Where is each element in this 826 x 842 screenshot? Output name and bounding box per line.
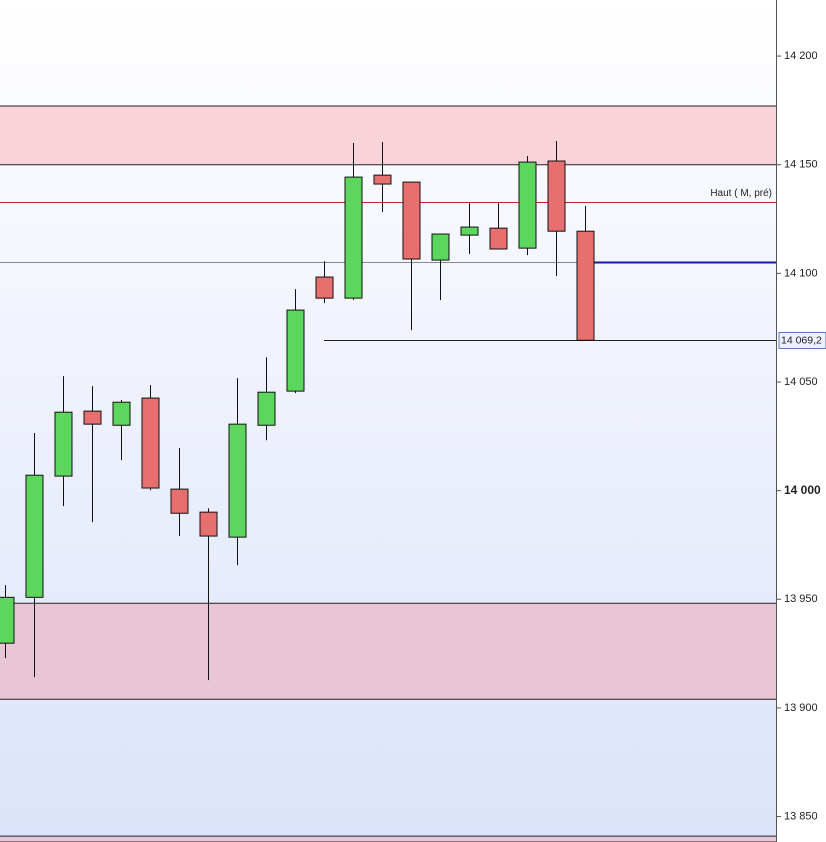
zone bbox=[0, 836, 776, 842]
candle-body bbox=[489, 227, 508, 250]
y-tick-label: 13 950 bbox=[784, 593, 818, 605]
candle-body bbox=[83, 410, 102, 425]
candle-body bbox=[518, 161, 537, 249]
zone bbox=[0, 603, 776, 700]
candle-body bbox=[431, 233, 450, 261]
y-tick-label: 13 850 bbox=[784, 810, 818, 822]
candle-body bbox=[170, 488, 189, 514]
last-price-box bbox=[778, 332, 826, 349]
last-price-label: 14 069,2 bbox=[781, 334, 822, 346]
candle-body bbox=[547, 160, 566, 232]
y-tick-label: 14 150 bbox=[784, 159, 818, 171]
level-label: Haut ( M, pré) bbox=[710, 188, 772, 199]
candle-body bbox=[25, 474, 44, 598]
candle-body bbox=[112, 401, 131, 426]
candle-body bbox=[286, 309, 305, 392]
candle-body bbox=[344, 176, 363, 299]
candle-body bbox=[257, 391, 276, 426]
candle-body bbox=[141, 397, 160, 489]
candle-body bbox=[402, 181, 421, 260]
y-tick-label: 14 050 bbox=[784, 376, 818, 388]
candle-body bbox=[460, 226, 479, 236]
candle-body bbox=[373, 174, 392, 185]
candle-body bbox=[54, 411, 73, 477]
y-tick-label: 14 100 bbox=[784, 267, 818, 279]
candle-body bbox=[315, 276, 334, 299]
candle-body bbox=[576, 230, 595, 341]
candle-body bbox=[0, 596, 15, 644]
candle-body bbox=[199, 511, 218, 537]
y-tick-label: 14 200 bbox=[784, 50, 818, 62]
y-tick-label: 14 000 bbox=[784, 483, 821, 497]
candle-body bbox=[228, 423, 247, 538]
zone bbox=[0, 106, 776, 165]
y-tick-label: 13 900 bbox=[784, 702, 818, 714]
